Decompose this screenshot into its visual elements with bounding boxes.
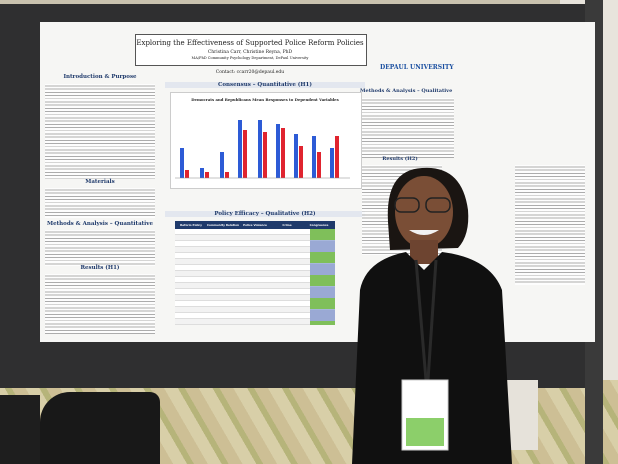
title-box [135,34,367,66]
section-heading: Introduction & Purpose [63,74,137,80]
table-header-cell: Police Violence [243,223,267,227]
text-block [362,98,454,158]
section-heading: Policy Efficacy – Qualitative (H2) [165,211,365,217]
badge-stripe [406,418,444,446]
chart-title: Democrats and Republicans Mean Responses… [191,97,339,102]
text-block [45,230,155,266]
section-heading: Methods & Analysis – Qualitative [360,88,453,94]
congruence-column [310,229,335,325]
table-header-cell: Crime [282,223,292,227]
lanyard [426,259,438,381]
authors: Christina Carr, Christine Reyna, PhD [207,50,293,55]
table-header-cell: Community Relations [207,223,239,227]
bars [175,120,350,179]
neck [410,240,438,264]
chart-bars [175,120,350,179]
text-block [515,165,585,285]
poster-title: Exploring the Effectiveness of Supported… [136,39,364,47]
section-heading: Methods & Analysis – Quantitative [47,221,153,227]
lanyard [414,259,428,381]
logo: DePaul University [380,64,454,71]
text-block [45,188,155,218]
affiliation: MA/PhD Community Psychology Department, … [191,56,309,60]
person [352,167,512,464]
section-heading: Materials [85,179,115,185]
section-heading: Consensus – Quantitative (H1) [165,82,365,88]
text-block [45,274,155,334]
section-heading: Results (H1) [80,265,120,271]
text-block [45,84,155,179]
background-person [40,392,160,464]
table-header: Reform Policy Community Relations Police V… [175,221,335,229]
smile [409,230,439,235]
background-person [0,395,40,464]
contact: Contact: ccarr20@depaul.edu [215,70,285,75]
table-header-cell: Reform Policy [180,223,202,227]
glasses [394,197,420,213]
glasses [425,197,451,213]
shirt [352,252,512,464]
section-heading: Results (H2) [382,156,418,162]
table-body [175,229,335,325]
table-header-cell: Congruence [309,223,329,227]
poster: Exploring the Effectiveness of Supported… [40,22,595,342]
